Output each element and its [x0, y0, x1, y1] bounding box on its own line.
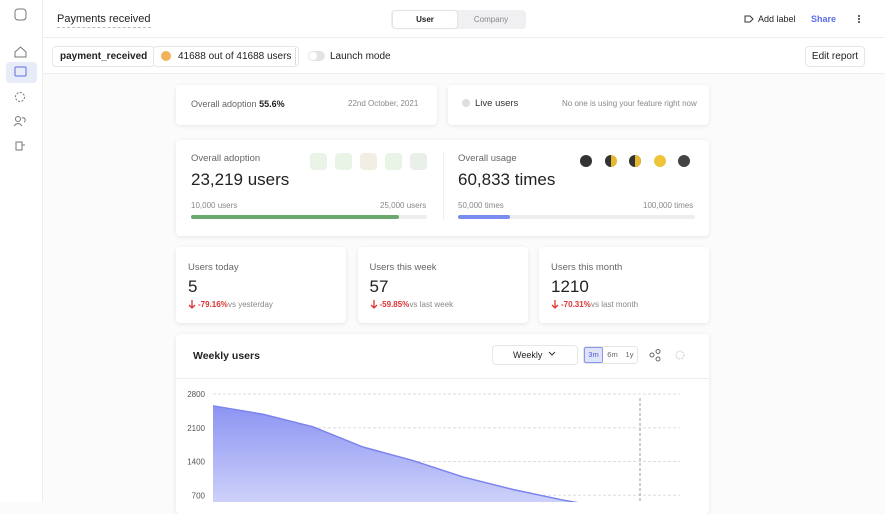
label-icon — [744, 15, 754, 23]
moon-badges — [580, 155, 690, 167]
stat-card — [539, 247, 709, 323]
line — [212, 405, 579, 502]
add-label[interactable]: Add label — [758, 14, 796, 24]
users-chip[interactable]: 41688 out of 41688 users — [153, 46, 300, 67]
badge — [310, 153, 327, 170]
stat-card — [357, 247, 528, 323]
toggle-company[interactable]: Company — [473, 15, 509, 24]
range-group — [583, 346, 638, 364]
usage-track — [458, 215, 695, 219]
banner-date: 22nd October, 2021 — [348, 99, 419, 108]
chart-tools[interactable] — [649, 349, 689, 362]
range-6m[interactable]: 6m — [607, 350, 618, 359]
event-chip[interactable]: payment_received — [52, 46, 156, 67]
toggle-user[interactable]: User — [393, 11, 457, 28]
area — [213, 405, 575, 502]
stat-change: -79.16% — [198, 300, 228, 309]
y-tick-label: 2100 — [187, 424, 205, 433]
live-note: No one is using your feature right now — [562, 99, 697, 108]
usage-label: Overall usage — [458, 153, 517, 164]
badge — [410, 153, 427, 170]
live-dot — [462, 99, 470, 107]
divider — [443, 152, 444, 220]
adoption-label: Overall adoption — [191, 153, 261, 164]
usage-min: 50,000 times — [458, 201, 504, 210]
y-tick-label: 1400 — [187, 458, 205, 467]
stat-label: Users this week — [369, 262, 437, 273]
stat-value: 1210 — [551, 277, 589, 296]
page: Payments received User Company Add label… — [0, 0, 885, 502]
adoption-value: 23,219 users — [191, 170, 290, 189]
banner-value: 55.6% — [259, 99, 285, 109]
adoption-min: 10,000 users — [191, 201, 238, 210]
report-title[interactable]: Payments received — [57, 13, 151, 28]
overall-card — [176, 140, 709, 236]
down-arrow — [551, 300, 559, 309]
adoption-progress — [191, 215, 399, 219]
divider — [176, 378, 709, 379]
sidebar — [0, 0, 43, 502]
stat-value: 5 — [188, 277, 198, 296]
menu[interactable] — [856, 13, 862, 25]
divider — [295, 48, 296, 65]
y-tick-label: 700 — [192, 491, 206, 500]
stat-compare: vs last week — [409, 300, 454, 309]
period-select[interactable]: Weekly — [492, 345, 578, 365]
usage-value: 60,833 times — [458, 170, 556, 189]
range-1y[interactable]: 1y — [625, 350, 634, 359]
live-label: Live users — [475, 98, 519, 109]
live-users-card — [448, 85, 709, 125]
stat-value: 57 — [369, 277, 389, 296]
avatar-icon — [161, 51, 171, 61]
usage-max: 100,000 times — [643, 201, 694, 210]
sidebar-icons — [6, 8, 37, 151]
launch-switch[interactable] — [307, 50, 327, 62]
stat-compare: vs yesterday — [228, 300, 273, 309]
badge — [385, 153, 402, 170]
adoption-banner — [176, 85, 437, 125]
down-arrow — [370, 300, 377, 309]
stat-card — [176, 247, 346, 323]
stat-change: -70.31% — [561, 300, 591, 309]
banner-label-text: Overall adoption — [191, 99, 257, 109]
stat-label: Users this month — [551, 262, 623, 273]
stat-compare: vs last month — [591, 300, 639, 309]
share[interactable]: Share — [811, 14, 837, 24]
weekly-title: Weekly users — [193, 350, 260, 362]
adoption-max: 25,000 users — [380, 201, 427, 210]
adoption-track — [191, 215, 427, 219]
weekly-chart: 2800 2100 1400 700 — [187, 390, 680, 502]
usage-progress — [458, 215, 511, 219]
edit-report[interactable]: Edit report — [805, 46, 865, 67]
y-tick-label: 2800 — [187, 390, 205, 399]
down-arrow — [188, 300, 196, 309]
caret — [548, 351, 556, 356]
stat-label: Users today — [188, 262, 239, 273]
stat-change: -59.85% — [379, 300, 410, 309]
badge — [360, 153, 377, 170]
badge — [335, 153, 352, 170]
banner-label: Overall adoption 55.6% — [191, 99, 285, 109]
range-3m[interactable]: 3m — [584, 347, 603, 363]
launch-mode: Launch mode — [330, 51, 391, 62]
